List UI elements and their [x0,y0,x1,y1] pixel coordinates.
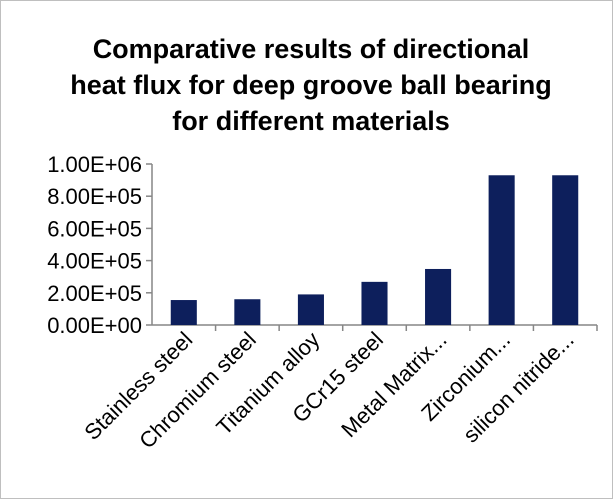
chart-title-line-1: Comparative results of directional [92,34,530,64]
bar [425,268,452,325]
y-tick-label: 1.00E+06 [47,152,142,177]
category-label: silicon nitride... [458,327,579,448]
bar [170,300,197,325]
chart-title-line-3: for different materials [172,106,450,136]
y-tick-label: 0.00E+00 [47,313,142,338]
bar [361,281,388,325]
category-label: Chromium steel [134,327,261,454]
chart-title: Comparative results of directional heat … [61,31,561,139]
bar [488,175,515,325]
y-tick-label: 4.00E+05 [47,249,142,274]
y-tick-label: 6.00E+05 [47,216,142,241]
bar [552,175,579,325]
bar [297,294,324,325]
y-tick-label: 8.00E+05 [47,184,142,209]
category-label: Stainless steel [79,327,197,445]
y-tick-label: 2.00E+05 [47,281,142,306]
bar [234,299,261,325]
chart-title-line-2: heat flux for deep groove ball bearing [70,70,552,100]
